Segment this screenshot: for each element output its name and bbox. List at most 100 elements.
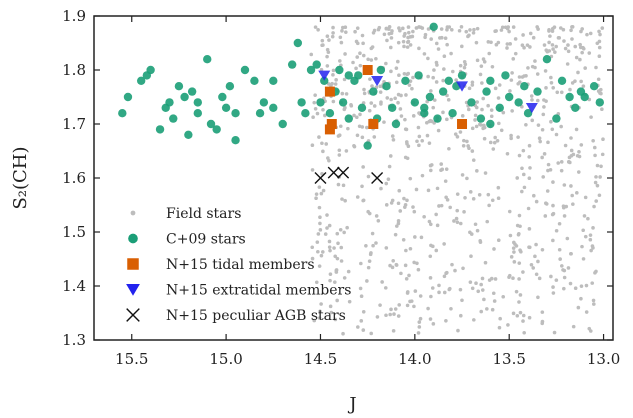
field-star-point bbox=[551, 47, 555, 51]
field-star-point bbox=[581, 84, 586, 88]
field-star-point bbox=[423, 32, 428, 37]
field-star-point bbox=[549, 119, 553, 124]
field-star-point bbox=[509, 255, 514, 259]
field-star-point bbox=[325, 54, 329, 59]
field-star-point bbox=[458, 63, 463, 68]
field-star-point bbox=[518, 293, 523, 297]
field-star-point bbox=[432, 98, 437, 102]
field-star-point bbox=[358, 63, 363, 68]
field-star-point bbox=[430, 119, 434, 124]
field-star-point bbox=[443, 179, 448, 183]
c09-star-point bbox=[225, 82, 235, 91]
field-star-point bbox=[391, 258, 395, 263]
field-star-point bbox=[335, 231, 340, 236]
field-star-point bbox=[369, 58, 374, 62]
field-star-point bbox=[317, 264, 322, 268]
field-star-point bbox=[517, 300, 521, 304]
field-star-point bbox=[412, 260, 416, 265]
field-star-point bbox=[461, 143, 466, 148]
field-star-point bbox=[565, 62, 570, 66]
field-star-point bbox=[369, 251, 373, 255]
field-star-point bbox=[325, 34, 330, 38]
field-star-point bbox=[570, 25, 575, 29]
field-star-point bbox=[333, 317, 338, 322]
field-star-point bbox=[435, 186, 440, 191]
c09-star-point bbox=[269, 76, 278, 86]
field-star-point bbox=[480, 107, 484, 112]
field-star-point bbox=[389, 97, 393, 102]
field-star-point bbox=[398, 28, 402, 33]
field-star-point bbox=[587, 51, 592, 55]
legend-marker bbox=[127, 258, 139, 270]
field-star-point bbox=[460, 298, 464, 303]
field-star-point bbox=[444, 167, 449, 171]
field-star-point bbox=[338, 227, 343, 232]
field-star-point bbox=[324, 142, 329, 146]
field-star-point bbox=[467, 86, 472, 91]
field-star-point bbox=[470, 149, 475, 153]
field-star-point bbox=[534, 242, 538, 247]
field-star-point bbox=[447, 25, 452, 29]
field-star-point bbox=[460, 44, 464, 49]
x-axis-title: J bbox=[347, 394, 356, 415]
field-star-point bbox=[434, 212, 438, 217]
field-star-point bbox=[443, 36, 448, 41]
c09-star-point bbox=[552, 114, 561, 123]
field-star-point bbox=[390, 265, 395, 270]
field-star-point bbox=[388, 312, 392, 317]
field-star-point bbox=[458, 130, 463, 134]
field-star-point bbox=[472, 318, 476, 322]
field-star-point bbox=[372, 135, 377, 139]
field-star-point bbox=[378, 90, 383, 94]
field-star-point bbox=[394, 66, 399, 70]
extratidal-member-point bbox=[371, 76, 384, 87]
c09-star-point bbox=[259, 98, 269, 107]
field-star-point bbox=[540, 310, 545, 314]
c09-star-point bbox=[391, 119, 401, 129]
field-star-point bbox=[369, 331, 374, 336]
field-star-point bbox=[386, 177, 391, 181]
field-star-point bbox=[374, 241, 378, 245]
field-star-point bbox=[405, 198, 409, 203]
field-star-point bbox=[394, 80, 399, 85]
field-star-point bbox=[325, 213, 329, 217]
field-star-point bbox=[340, 29, 344, 33]
field-star-point bbox=[313, 93, 317, 97]
c09-star-point bbox=[357, 103, 367, 113]
field-star-point bbox=[463, 195, 467, 200]
field-star-point bbox=[379, 102, 383, 106]
field-star-point bbox=[383, 286, 388, 290]
field-star-point bbox=[492, 247, 496, 251]
field-star-point bbox=[596, 77, 601, 82]
field-star-point bbox=[342, 276, 347, 280]
legend-label: N+15 tidal members bbox=[166, 257, 315, 273]
field-star-point bbox=[378, 303, 382, 307]
field-star-point bbox=[577, 154, 582, 159]
field-star-point bbox=[571, 202, 575, 206]
field-star-point bbox=[351, 60, 355, 65]
field-star-point bbox=[491, 291, 496, 296]
field-star-point bbox=[314, 280, 319, 285]
field-star-point bbox=[596, 89, 601, 93]
field-star-point bbox=[346, 269, 351, 274]
field-star-point bbox=[471, 158, 476, 162]
field-star-point bbox=[527, 176, 532, 181]
field-star-point bbox=[339, 245, 344, 250]
field-star-point bbox=[390, 134, 395, 138]
y-tick-label: 1.5 bbox=[62, 223, 86, 241]
field-star-point bbox=[390, 198, 395, 203]
field-star-point bbox=[582, 214, 587, 218]
field-star-point bbox=[414, 187, 419, 192]
tidal-member-point bbox=[324, 124, 335, 135]
field-star-point bbox=[569, 136, 573, 140]
field-star-point bbox=[365, 125, 369, 130]
field-star-point bbox=[428, 222, 433, 227]
field-star-point bbox=[425, 133, 430, 138]
field-star-point bbox=[411, 29, 415, 34]
field-star-point bbox=[415, 139, 419, 144]
field-star-point bbox=[509, 78, 514, 82]
c09-star-point bbox=[457, 71, 467, 80]
field-star-point bbox=[514, 289, 519, 294]
field-star-point bbox=[497, 121, 501, 126]
c09-star-point bbox=[580, 92, 589, 102]
